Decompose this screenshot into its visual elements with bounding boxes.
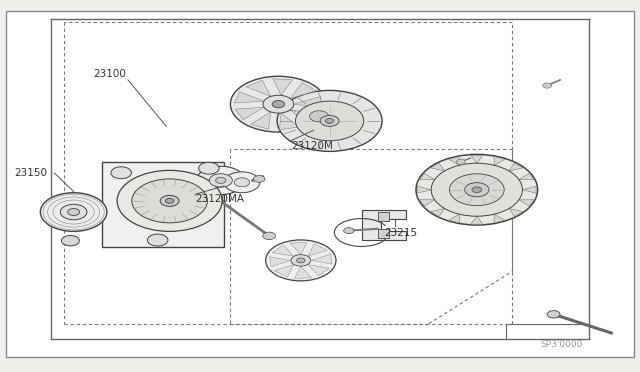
Circle shape [277,90,382,151]
Circle shape [40,193,107,231]
Circle shape [209,174,232,187]
Circle shape [147,234,168,246]
Polygon shape [6,11,634,357]
Circle shape [272,100,285,108]
Circle shape [196,166,245,195]
Text: 23120M: 23120M [291,141,333,151]
Polygon shape [420,173,435,180]
Polygon shape [471,155,483,163]
Polygon shape [290,242,307,254]
Polygon shape [519,200,534,206]
Polygon shape [273,79,292,95]
Circle shape [117,170,222,231]
Polygon shape [509,208,523,217]
Polygon shape [449,157,460,165]
Circle shape [296,101,364,141]
Polygon shape [234,92,264,103]
Text: SP3'0000: SP3'0000 [541,340,583,349]
FancyBboxPatch shape [378,229,389,238]
Text: 23100: 23100 [93,70,125,79]
Text: 23120MA: 23120MA [195,194,244,204]
Polygon shape [275,265,293,277]
Polygon shape [308,265,330,276]
Polygon shape [290,83,316,99]
Polygon shape [449,214,460,223]
Polygon shape [272,245,293,256]
Circle shape [310,111,329,122]
Circle shape [456,159,465,164]
Circle shape [472,187,482,193]
Circle shape [266,240,336,281]
Circle shape [61,235,79,246]
Polygon shape [235,107,264,120]
Polygon shape [294,97,322,108]
Polygon shape [308,244,327,256]
Polygon shape [522,186,536,193]
Polygon shape [420,200,435,206]
Circle shape [547,311,560,318]
Polygon shape [494,214,505,223]
Circle shape [216,177,226,183]
Circle shape [416,154,538,225]
Polygon shape [417,186,431,193]
Polygon shape [509,163,523,171]
Circle shape [111,167,131,179]
Circle shape [68,209,79,215]
Text: 23150: 23150 [15,168,48,178]
Circle shape [165,198,174,203]
Polygon shape [431,163,445,171]
Polygon shape [251,112,271,129]
Circle shape [449,174,504,206]
Polygon shape [294,266,312,279]
Polygon shape [102,162,224,247]
Circle shape [344,228,354,234]
Circle shape [320,115,339,126]
Polygon shape [246,80,271,96]
FancyBboxPatch shape [378,212,389,221]
Text: 23215: 23215 [384,228,417,237]
Polygon shape [362,210,406,240]
Circle shape [224,172,260,193]
Polygon shape [280,113,299,130]
Circle shape [253,176,265,182]
Circle shape [325,118,334,124]
Circle shape [198,162,219,174]
Circle shape [230,76,326,132]
Circle shape [431,163,522,216]
Polygon shape [471,216,483,224]
Circle shape [132,179,207,223]
Polygon shape [312,254,332,264]
Polygon shape [494,157,505,165]
Circle shape [296,258,305,263]
Circle shape [465,183,489,197]
Circle shape [234,178,250,187]
Circle shape [291,255,310,266]
Circle shape [60,204,87,220]
Circle shape [160,195,179,206]
Polygon shape [290,110,319,124]
Circle shape [263,232,275,240]
Polygon shape [431,208,445,217]
Polygon shape [269,257,290,267]
Circle shape [263,95,294,113]
Circle shape [543,83,552,88]
Polygon shape [519,173,534,180]
